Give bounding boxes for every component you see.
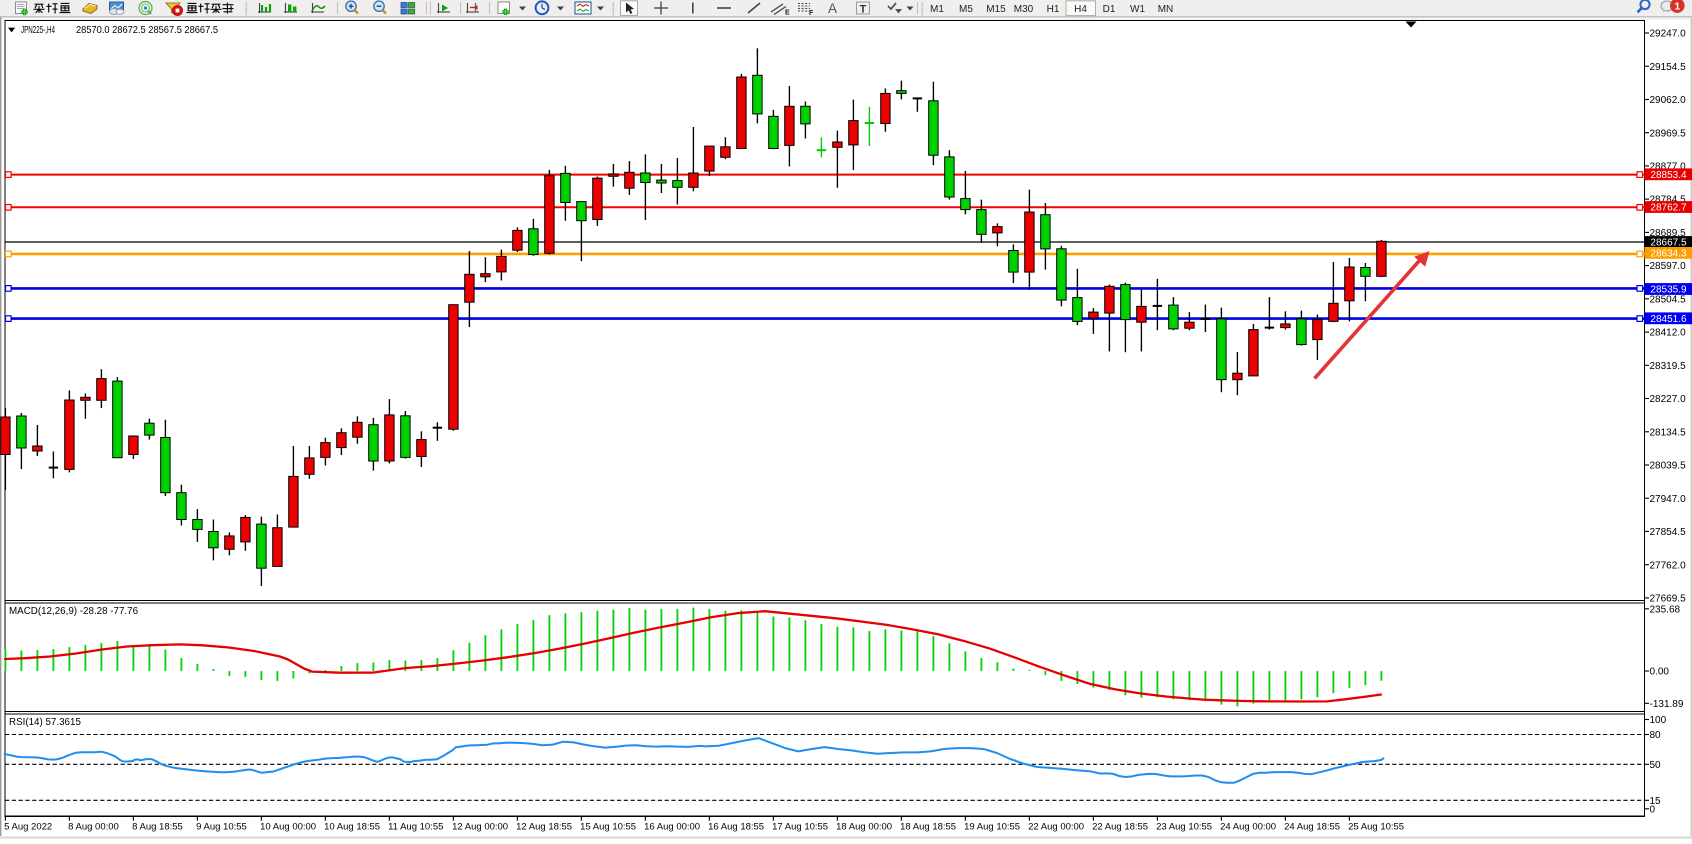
svg-text:28634.3: 28634.3 xyxy=(1650,249,1687,260)
svg-text:100: 100 xyxy=(1650,715,1667,726)
svg-text:-131.89: -131.89 xyxy=(1650,699,1684,710)
svg-text:29247.0: 29247.0 xyxy=(1650,29,1687,40)
svg-text:28535.9: 28535.9 xyxy=(1650,285,1687,296)
svg-text:0.00: 0.00 xyxy=(1650,667,1670,678)
svg-text:A: A xyxy=(828,1,837,16)
svg-text:11 Aug 10:55: 11 Aug 10:55 xyxy=(388,822,443,833)
svg-text:19 Aug 10:55: 19 Aug 10:55 xyxy=(964,822,1020,833)
svg-text:MN: MN xyxy=(1158,4,1174,15)
svg-text:18 Aug 18:55: 18 Aug 18:55 xyxy=(900,822,956,833)
svg-text:0: 0 xyxy=(1650,804,1656,815)
svg-text:D1: D1 xyxy=(1103,4,1116,15)
svg-text:28969.5: 28969.5 xyxy=(1650,128,1687,139)
svg-text:W1: W1 xyxy=(1130,4,1145,15)
svg-text:15 Aug 10:55: 15 Aug 10:55 xyxy=(580,822,636,833)
svg-text:28412.0: 28412.0 xyxy=(1650,328,1687,339)
svg-text:M1: M1 xyxy=(930,4,944,15)
svg-text:17 Aug 10:55: 17 Aug 10:55 xyxy=(772,822,828,833)
svg-text:8 Aug 00:00: 8 Aug 00:00 xyxy=(68,822,119,833)
svg-text:16 Aug 00:00: 16 Aug 00:00 xyxy=(644,822,700,833)
svg-text:29154.5: 29154.5 xyxy=(1650,62,1687,73)
svg-text:28597.0: 28597.0 xyxy=(1650,261,1687,272)
svg-text:MACD(12,26,9) -28.28 -77.76: MACD(12,26,9) -28.28 -77.76 xyxy=(9,606,139,617)
svg-text:T: T xyxy=(860,4,867,16)
svg-text:50: 50 xyxy=(1650,760,1662,771)
svg-text:28319.5: 28319.5 xyxy=(1650,361,1687,372)
svg-text:28227.0: 28227.0 xyxy=(1650,394,1687,405)
svg-text:12 Aug 18:55: 12 Aug 18:55 xyxy=(516,822,572,833)
svg-text:27762.0: 27762.0 xyxy=(1650,560,1687,571)
svg-text:80: 80 xyxy=(1650,730,1662,741)
svg-text:28853.4: 28853.4 xyxy=(1650,170,1687,181)
svg-text:29062.0: 29062.0 xyxy=(1650,95,1687,106)
svg-text:JPN225-,H4: JPN225-,H4 xyxy=(21,25,55,36)
svg-text:8 Aug 18:55: 8 Aug 18:55 xyxy=(132,822,183,833)
svg-text:H1: H1 xyxy=(1047,4,1060,15)
svg-text:F: F xyxy=(809,10,814,17)
svg-text:10 Aug 18:55: 10 Aug 18:55 xyxy=(324,822,380,833)
svg-text:27854.5: 27854.5 xyxy=(1650,527,1687,538)
svg-text:E: E xyxy=(785,10,790,17)
svg-text:5 Aug 2022: 5 Aug 2022 xyxy=(4,822,52,833)
svg-text:25 Aug 10:55: 25 Aug 10:55 xyxy=(1348,822,1404,833)
svg-text:M30: M30 xyxy=(1014,4,1034,15)
svg-text:28504.5: 28504.5 xyxy=(1650,294,1687,305)
svg-text:M5: M5 xyxy=(959,4,973,15)
svg-text:27947.0: 27947.0 xyxy=(1650,494,1687,505)
svg-text:22 Aug 18:55: 22 Aug 18:55 xyxy=(1092,822,1148,833)
svg-text:28039.5: 28039.5 xyxy=(1650,461,1687,472)
svg-text:RSI(14) 57.3615: RSI(14) 57.3615 xyxy=(9,717,81,728)
svg-text:12 Aug 00:00: 12 Aug 00:00 xyxy=(452,822,508,833)
svg-text:18 Aug 00:00: 18 Aug 00:00 xyxy=(836,822,892,833)
svg-text:28762.7: 28762.7 xyxy=(1650,203,1687,214)
svg-text:10 Aug 00:00: 10 Aug 00:00 xyxy=(260,822,316,833)
svg-text:22 Aug 00:00: 22 Aug 00:00 xyxy=(1028,822,1084,833)
svg-text:235.68: 235.68 xyxy=(1650,604,1681,615)
svg-text:H4: H4 xyxy=(1074,4,1087,15)
svg-text:9 Aug 10:55: 9 Aug 10:55 xyxy=(196,822,247,833)
svg-text:24 Aug 18:55: 24 Aug 18:55 xyxy=(1284,822,1340,833)
svg-text:24 Aug 00:00: 24 Aug 00:00 xyxy=(1220,822,1276,833)
svg-text:M15: M15 xyxy=(986,4,1006,15)
svg-text:16 Aug 18:55: 16 Aug 18:55 xyxy=(708,822,764,833)
svg-text:1: 1 xyxy=(1674,1,1680,13)
svg-text:27669.5: 27669.5 xyxy=(1650,594,1687,605)
svg-text:28570.0 28672.5 28567.5 28667.: 28570.0 28672.5 28567.5 28667.5 xyxy=(76,25,218,36)
svg-text:28451.6: 28451.6 xyxy=(1650,314,1687,325)
svg-text:23 Aug 10:55: 23 Aug 10:55 xyxy=(1156,822,1212,833)
svg-text:28134.5: 28134.5 xyxy=(1650,427,1687,438)
